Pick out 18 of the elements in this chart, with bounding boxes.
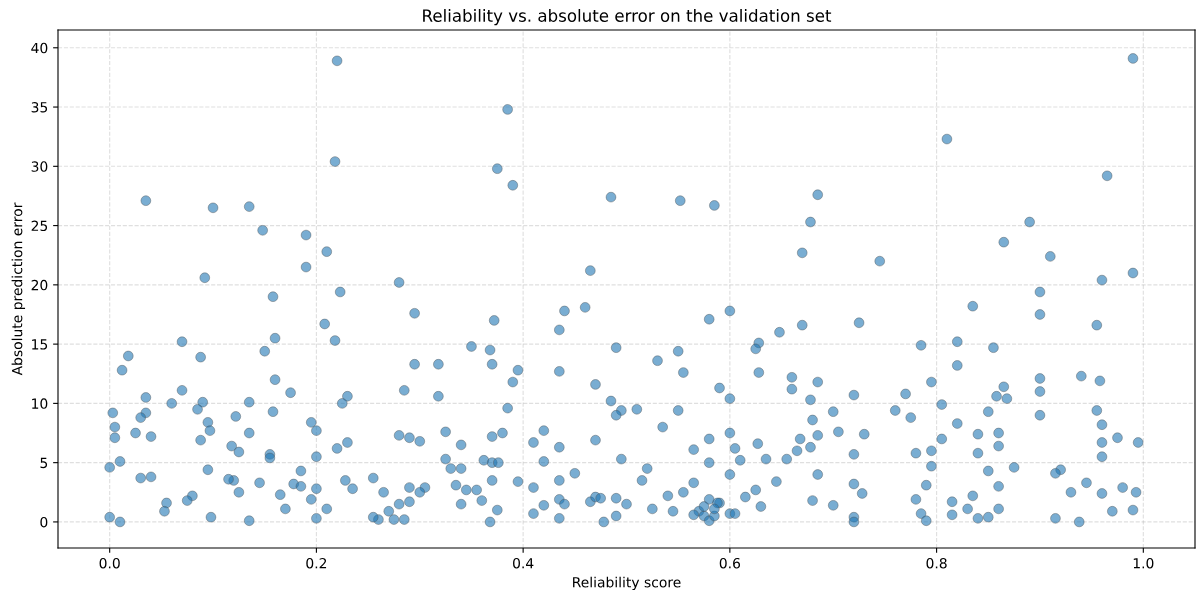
y-tick-label: 25	[31, 220, 48, 232]
x-axis-title: Reliability score	[573, 576, 681, 590]
chart-title: Reliability vs. absolute error on the validation set	[423, 9, 832, 26]
x-tick-label: 0.0	[99, 557, 120, 569]
y-axis-title: Absolute prediction error	[11, 202, 26, 376]
x-tick-label: 1.0	[1133, 557, 1154, 569]
y-tick-label: 5	[40, 457, 48, 469]
x-tick-label: 0.4	[513, 557, 534, 569]
y-tick-label: 0	[40, 516, 48, 528]
y-tick-label: 20	[31, 279, 48, 291]
x-tick-label: 0.6	[719, 557, 741, 569]
y-tick-label: 40	[31, 42, 48, 54]
y-tick-label: 30	[31, 161, 48, 172]
y-tick-label: 35	[31, 102, 48, 113]
x-tick-label: 0.2	[306, 557, 327, 569]
x-tick-label: 0.8	[926, 557, 947, 569]
y-tick-label: 15	[32, 339, 48, 350]
y-tick-label: 10	[32, 398, 48, 409]
